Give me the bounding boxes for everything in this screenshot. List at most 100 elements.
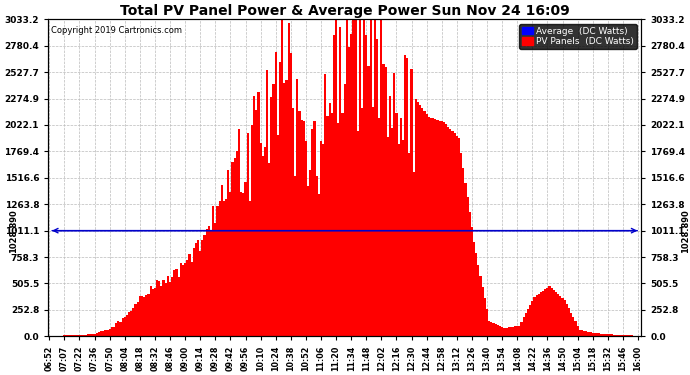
Bar: [93, 333, 96, 336]
Bar: [464, 183, 466, 336]
Bar: [148, 294, 150, 336]
Bar: [384, 67, 387, 336]
Bar: [145, 295, 148, 336]
Bar: [81, 335, 83, 336]
Bar: [555, 292, 557, 336]
Title: Total PV Panel Power & Average Power Sun Nov 24 16:09: Total PV Panel Power & Average Power Sun…: [120, 4, 569, 18]
Bar: [284, 83, 286, 336]
Bar: [262, 156, 264, 336]
Bar: [363, 20, 365, 336]
Bar: [488, 321, 491, 336]
Bar: [346, 20, 348, 336]
Bar: [324, 74, 326, 336]
Bar: [137, 302, 139, 336]
Bar: [497, 325, 499, 336]
Bar: [301, 120, 303, 336]
Bar: [337, 123, 339, 336]
Bar: [175, 269, 177, 336]
Bar: [411, 69, 413, 336]
Bar: [326, 116, 328, 336]
Bar: [462, 168, 464, 336]
Bar: [598, 333, 600, 336]
Bar: [83, 335, 85, 336]
Bar: [525, 314, 527, 336]
Bar: [277, 135, 279, 336]
Bar: [387, 137, 389, 336]
Bar: [255, 110, 257, 336]
Bar: [74, 335, 76, 336]
Bar: [560, 296, 562, 336]
Bar: [531, 301, 533, 336]
Bar: [135, 304, 137, 336]
Bar: [600, 334, 602, 336]
Bar: [124, 316, 126, 336]
Bar: [113, 327, 115, 336]
Bar: [359, 20, 361, 336]
Bar: [355, 20, 357, 336]
Bar: [415, 99, 417, 336]
Bar: [428, 117, 430, 336]
Bar: [143, 297, 145, 336]
Bar: [546, 288, 549, 336]
Bar: [305, 141, 307, 336]
Bar: [188, 254, 190, 336]
Bar: [335, 20, 337, 336]
Bar: [574, 321, 577, 336]
Bar: [353, 20, 355, 336]
Bar: [585, 332, 587, 336]
Bar: [370, 20, 372, 336]
Bar: [408, 153, 411, 336]
Bar: [626, 335, 629, 336]
Bar: [279, 62, 281, 336]
Bar: [270, 97, 273, 336]
Bar: [221, 185, 223, 336]
Bar: [618, 335, 620, 336]
Bar: [484, 298, 486, 336]
Bar: [87, 334, 89, 336]
Bar: [307, 186, 309, 336]
Bar: [389, 96, 391, 336]
Bar: [620, 335, 622, 336]
Bar: [286, 80, 288, 336]
Bar: [281, 20, 284, 336]
Bar: [568, 308, 570, 336]
Bar: [141, 297, 143, 336]
Bar: [156, 279, 158, 336]
Bar: [516, 326, 518, 336]
Bar: [244, 182, 246, 336]
Bar: [382, 64, 384, 336]
Bar: [344, 84, 346, 336]
Bar: [311, 129, 313, 336]
Bar: [622, 335, 624, 336]
Bar: [577, 326, 579, 336]
Bar: [197, 240, 199, 336]
Bar: [609, 334, 611, 336]
Bar: [240, 192, 242, 336]
Bar: [104, 330, 106, 336]
Bar: [266, 70, 268, 336]
Bar: [162, 280, 165, 336]
Bar: [510, 327, 512, 336]
Bar: [391, 129, 393, 336]
Bar: [374, 20, 376, 336]
Bar: [294, 176, 296, 336]
Bar: [190, 262, 193, 336]
Bar: [246, 133, 249, 336]
Bar: [493, 323, 495, 336]
Bar: [171, 277, 173, 336]
Bar: [404, 56, 406, 336]
Bar: [108, 329, 110, 336]
Text: 1028.890: 1028.890: [681, 209, 690, 252]
Bar: [583, 331, 585, 336]
Bar: [342, 113, 344, 336]
Bar: [89, 334, 91, 336]
Bar: [169, 282, 171, 336]
Bar: [432, 118, 434, 336]
Bar: [544, 289, 546, 336]
Bar: [495, 324, 497, 336]
Bar: [232, 162, 234, 336]
Bar: [100, 332, 102, 336]
Bar: [242, 193, 244, 336]
Bar: [441, 122, 443, 336]
Bar: [611, 334, 613, 336]
